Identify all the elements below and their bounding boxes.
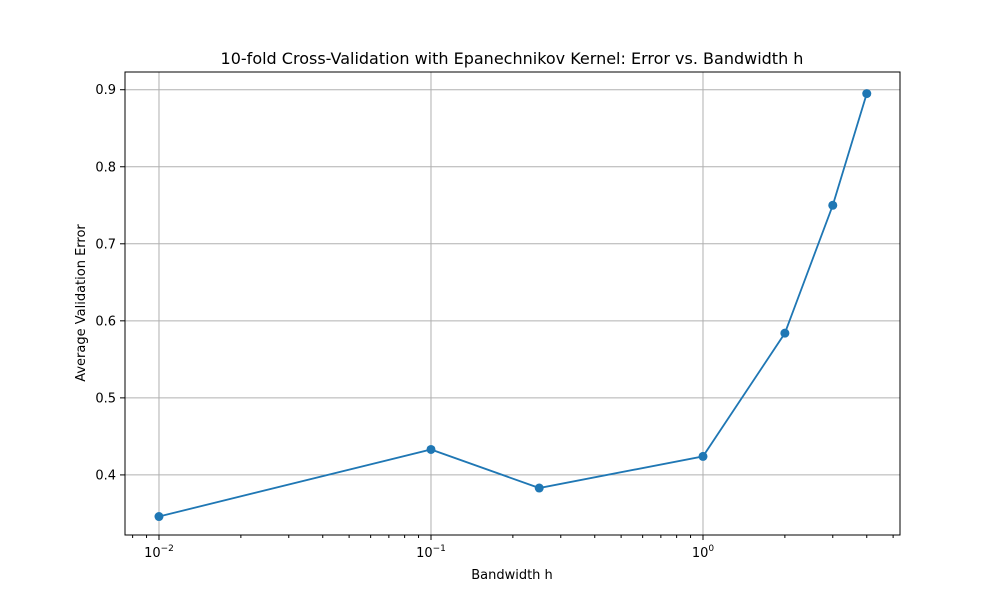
data-point	[828, 200, 838, 210]
y-tick-label: 0.6	[95, 314, 116, 329]
data-point	[154, 512, 164, 522]
x-axis-label: Bandwidth h	[471, 568, 553, 583]
grid	[125, 72, 900, 535]
y-tick-label: 0.9	[95, 83, 116, 98]
y-tick-label: 0.5	[95, 391, 116, 406]
data-point	[534, 483, 544, 493]
plot-frame	[124, 71, 901, 536]
y-tick-label: 0.4	[95, 468, 116, 483]
x-tick-label: 10−1	[416, 544, 446, 561]
y-axis-label: Average Validation Error	[74, 224, 89, 382]
x-tick-label: 10−2	[144, 544, 174, 561]
data-point	[426, 444, 436, 454]
data-point	[698, 451, 708, 461]
y-tick-label: 0.8	[95, 160, 116, 175]
series-layer	[154, 89, 872, 522]
data-point	[780, 328, 790, 338]
data-point	[862, 89, 872, 99]
ticks: 10−2 10−1 100 0.4 0.5 0.6 0.7 0.8 0.9	[95, 83, 894, 561]
series-line	[158, 93, 868, 518]
chart-title: 10-fold Cross-Validation with Epanechnik…	[221, 49, 804, 68]
y-tick-label: 0.7	[95, 237, 116, 252]
x-tick-label: 100	[692, 544, 715, 561]
